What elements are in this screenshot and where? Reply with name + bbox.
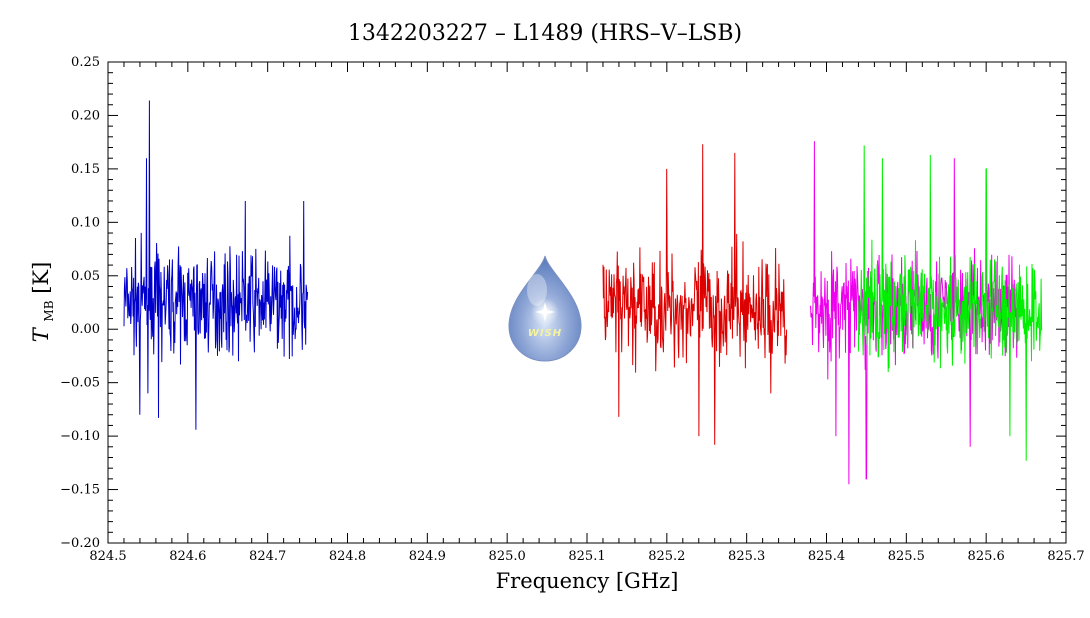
x-tick-label: 825.4: [808, 549, 845, 564]
y-axis-label-unit: [K]: [29, 262, 53, 294]
y-tick-label: −0.10: [60, 429, 100, 444]
wish-logo: WISH: [508, 255, 582, 362]
x-tick-label: 824.8: [329, 549, 366, 564]
x-tick-label: 824.7: [249, 549, 286, 564]
x-axis: 824.5 824.6 824.7 824.8 824.9 825.0 825.1 825.2…: [89, 62, 1085, 564]
y-tick-label: −0.05: [60, 376, 100, 391]
y-axis: −0.20 −0.15 −0.10 −0.05 0.00 0.05 0.10 0.15 0.20…: [60, 55, 1066, 551]
x-tick-label: 825.6: [968, 549, 1005, 564]
x-tick-label: 825.0: [489, 549, 526, 564]
series-layer: [123, 100, 1043, 485]
y-tick-label: 0.05: [71, 269, 100, 284]
x-tick-label: 825.7: [1047, 549, 1084, 564]
y-tick-label: 0.20: [71, 108, 100, 123]
y-axis-label-subscript: MB: [42, 300, 56, 321]
y-tick-label: 0.25: [71, 55, 100, 70]
y-tick-label: 0.10: [71, 215, 100, 230]
x-tick-label: 824.5: [89, 549, 126, 564]
x-tick-label: 824.9: [409, 549, 446, 564]
logo-text: WISH: [528, 328, 562, 339]
x-tick-label: 825.1: [568, 549, 605, 564]
spectrum-series-2: [602, 144, 788, 445]
y-tick-label: −0.20: [60, 536, 100, 551]
y-tick-label: 0.00: [71, 322, 100, 337]
star-icon: [535, 302, 555, 322]
y-axis-label-symbol: T: [29, 326, 53, 342]
y-tick-label: −0.15: [60, 483, 100, 498]
chart-title: 1342203227 – L1489 (HRS–V–LSB): [348, 21, 742, 46]
x-tick-label: 825.3: [728, 549, 765, 564]
x-axis-label: Frequency [GHz]: [496, 569, 679, 593]
x-tick-label: 825.2: [648, 549, 685, 564]
x-tick-label: 824.6: [169, 549, 206, 564]
y-tick-label: 0.15: [71, 162, 100, 177]
x-tick-label: 825.5: [888, 549, 925, 564]
y-axis-label: T MB [K]: [29, 262, 58, 343]
spectrum-series-4: [857, 145, 1043, 461]
spectrum-series-1: [123, 100, 309, 430]
